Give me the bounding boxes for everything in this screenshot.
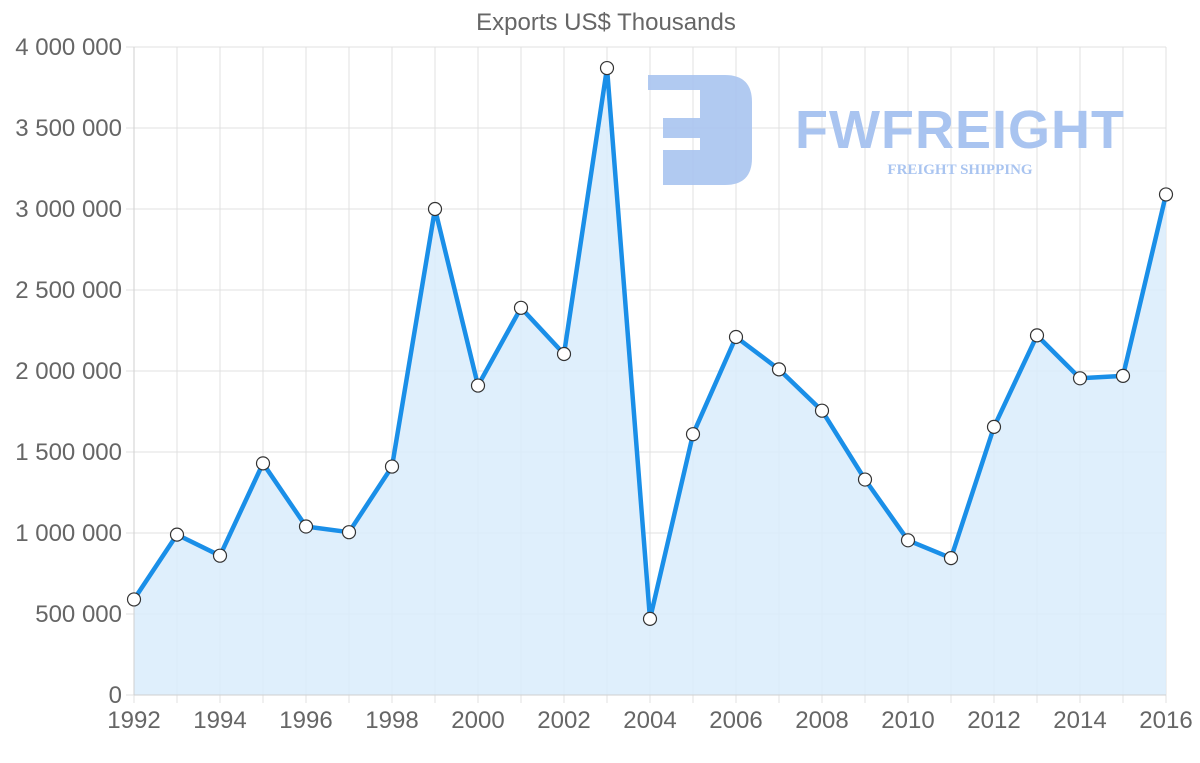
watermark-brand: FWFREIGHT xyxy=(795,100,1125,160)
data-point-2013[interactable] xyxy=(1029,328,1045,343)
x-tick-label: 2006 xyxy=(709,707,762,734)
data-point-2011[interactable] xyxy=(943,551,959,566)
watermark-tagline: FREIGHT SHIPPING xyxy=(887,162,1032,178)
data-point-1997[interactable] xyxy=(341,525,357,540)
x-tick-label: 2014 xyxy=(1053,707,1106,734)
y-tick-label: 3 500 000 xyxy=(15,115,122,142)
data-point-1996[interactable] xyxy=(298,519,314,534)
data-point-1995[interactable] xyxy=(255,456,271,471)
data-point-2009[interactable] xyxy=(857,472,873,487)
y-tick-label: 0 xyxy=(109,682,122,709)
y-tick-label: 4 000 000 xyxy=(15,34,122,61)
data-point-2000[interactable] xyxy=(470,378,486,393)
chart-title: Exports US$ Thousands xyxy=(476,9,736,36)
fwfreight-logo-icon xyxy=(648,75,752,185)
x-tick-label: 1994 xyxy=(193,707,246,734)
data-point-2006[interactable] xyxy=(728,329,744,345)
data-point-2002[interactable] xyxy=(556,346,572,362)
y-tick-label: 1 500 000 xyxy=(15,439,122,466)
axes xyxy=(133,47,1166,696)
x-tick-label: 2012 xyxy=(967,707,1020,734)
data-points xyxy=(126,60,1174,626)
y-tick-label: 500 000 xyxy=(35,601,122,628)
data-point-2007[interactable] xyxy=(771,362,787,377)
data-point-2008[interactable] xyxy=(814,403,830,418)
y-axis-ticks: 0 500 000 1 000 000 1 500 000 2 000 000 2 500… xyxy=(15,34,122,709)
x-tick-label: 2000 xyxy=(451,707,504,734)
data-point-1994[interactable] xyxy=(212,548,228,563)
x-tick-label: 2016 xyxy=(1139,707,1192,734)
x-tick-label: 2004 xyxy=(623,707,676,734)
watermark-logo: FWFREIGHT FREIGHT SHIPPING xyxy=(648,75,1125,185)
data-point-1998[interactable] xyxy=(384,459,400,474)
x-tick-label: 1998 xyxy=(365,707,418,734)
data-point-2004[interactable] xyxy=(642,611,658,626)
data-point-1999[interactable] xyxy=(427,201,443,217)
data-point-2003[interactable] xyxy=(599,60,615,76)
x-tick-label: 1996 xyxy=(279,707,332,734)
x-tick-label: 2002 xyxy=(537,707,590,734)
x-axis-ticks: 1992 1994 1996 1998 2000 2002 2004 2006 2008 2010… xyxy=(107,707,1192,734)
data-point-2005[interactable] xyxy=(685,427,701,442)
data-point-2001[interactable] xyxy=(513,300,529,315)
data-point-2014[interactable] xyxy=(1072,371,1088,386)
data-point-1993[interactable] xyxy=(169,527,185,542)
y-tick-label: 2 000 000 xyxy=(15,358,122,385)
data-point-2012[interactable] xyxy=(986,419,1002,434)
x-tick-label: 2008 xyxy=(795,707,848,734)
area-fill xyxy=(134,68,1166,696)
y-tick-label: 1 000 000 xyxy=(15,520,122,547)
y-tick-label: 3 000 000 xyxy=(15,196,122,223)
data-point-2015[interactable] xyxy=(1115,368,1131,383)
y-tick-label: 2 500 000 xyxy=(15,277,122,304)
x-tick-label: 2010 xyxy=(881,707,934,734)
data-point-1992[interactable] xyxy=(126,592,142,607)
data-point-2016[interactable] xyxy=(1158,187,1174,202)
x-tick-label: 1992 xyxy=(107,707,160,734)
data-point-2010[interactable] xyxy=(900,533,916,548)
